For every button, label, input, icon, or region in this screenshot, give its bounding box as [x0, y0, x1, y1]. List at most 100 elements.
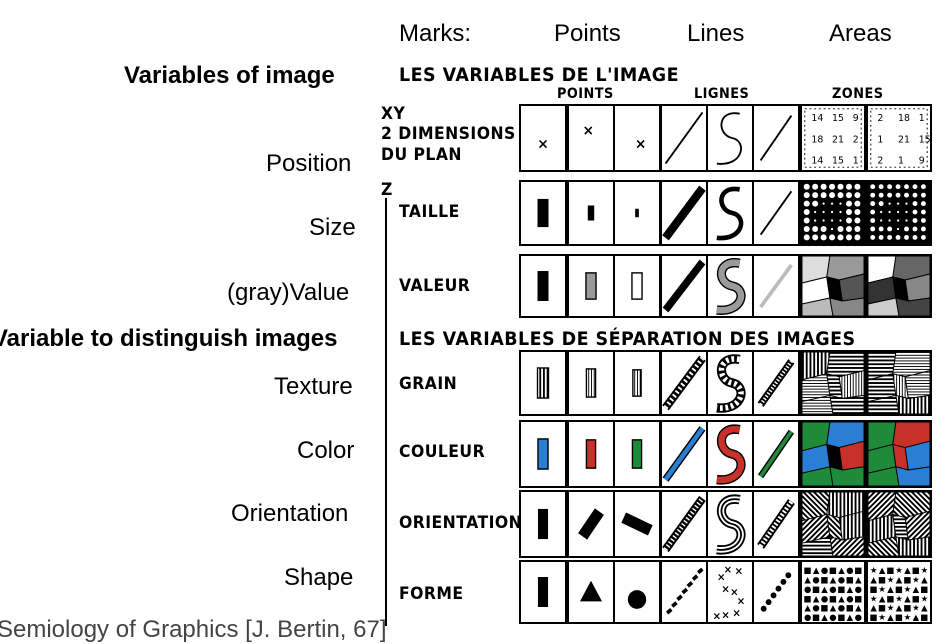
symbol-value-area-1 [802, 256, 864, 316]
symbol-color-line-1 [662, 426, 706, 482]
cell-texture-point-1 [519, 350, 567, 416]
symbol-size-area-2 [868, 182, 930, 244]
svg-text:9: 9 [853, 113, 859, 124]
cell-color-point-1 [519, 420, 567, 488]
svg-text:★: ★ [904, 584, 912, 594]
symbol-size-line-3 [759, 190, 793, 236]
svg-text:●: ● [829, 612, 836, 622]
symbol-orientation-line-2 [716, 494, 746, 555]
symbol-color-line-3 [757, 429, 795, 479]
cell-shape-point-2 [567, 560, 615, 624]
symbol-texture-line-3 [757, 359, 795, 407]
svg-text:■: ■ [829, 593, 837, 603]
svg-text:■: ■ [903, 575, 911, 585]
symbol-shape-point-3 [627, 590, 647, 609]
symbol-texture-line-2 [716, 354, 746, 413]
cell-shape-line-1 [660, 560, 708, 624]
symbol-orientation-point-2 [578, 508, 604, 540]
cell-size-point-3 [613, 180, 661, 246]
symbol-position-line-2 [716, 112, 742, 165]
svg-text:■: ■ [812, 584, 820, 594]
cell-value-line-3 [752, 254, 800, 318]
cell-texture-point-3 [613, 350, 661, 416]
svg-text:●: ● [855, 612, 862, 622]
svg-text:●: ● [846, 565, 853, 575]
svg-text:●: ● [846, 593, 853, 603]
symbol-position-point-1: × [537, 136, 549, 152]
svg-text:●: ● [804, 612, 811, 622]
svg-text:★: ★ [895, 565, 903, 575]
svg-text:▲: ▲ [870, 603, 877, 613]
svg-text:▲: ▲ [887, 584, 894, 594]
svg-text:14: 14 [811, 156, 823, 167]
symbol-orientation-area-2 [868, 492, 930, 556]
marks-label: Marks: [399, 20, 471, 47]
svg-text:2: 2 [877, 113, 883, 124]
cell-size-point-2 [567, 180, 615, 246]
svg-text:★: ★ [870, 593, 878, 603]
cell-shape-line-3 [752, 560, 800, 624]
svg-text:■: ■ [812, 612, 820, 622]
svg-text:▲: ▲ [813, 593, 820, 603]
cell-size-line-1 [660, 180, 708, 246]
orientation-french-label: ORIENTATION [399, 513, 523, 533]
symbol-size-area-1 [802, 182, 864, 244]
svg-text:▲: ▲ [847, 612, 854, 622]
symbol-shape-area-1: ■ ▲ ● ■ ▲ ● ■▲ ● ■ ▲ ● ■ ▲● ■ ▲ ● ■ ▲ ●■ ▲ ● ■ ▲ ● ■▲ ● ■ ▲ ● ■ ▲● ■ ▲ ● ■… [804, 565, 863, 622]
symbol-shape-area-2: ★ ▲ ■ ★ ▲ ■ ★▲ ■ ★ ▲ ■ ★ ▲■ ★ ▲ ■ ★ ▲ ■★ ▲ ■ ★ ▲ ■ ★▲ ■ ★ ▲ ■ ★ ▲■ ★ ▲ ■ ★… [870, 565, 929, 622]
symbol-value-point-3 [631, 272, 643, 300]
svg-text:×: × [721, 585, 729, 596]
cell-texture-area-1 [800, 350, 866, 416]
symbol-orientation-point-3 [621, 512, 653, 536]
svg-text:×: × [537, 136, 549, 152]
svg-text:▲: ▲ [921, 603, 928, 613]
svg-text:■: ■ [895, 612, 903, 622]
svg-text:21: 21 [832, 134, 844, 145]
symbol-value-line-2 [716, 258, 746, 315]
svg-text:×: × [737, 597, 745, 608]
svg-text:●: ● [821, 593, 828, 603]
symbol-size-point-1 [537, 198, 549, 228]
symbol-color-point-2 [585, 439, 597, 469]
svg-text:▲: ▲ [821, 584, 828, 594]
cell-shape-area-2: ★ ▲ ■ ★ ▲ ■ ★ ▲ ■ ★ ▲ ■ ★ ▲ ■ ★ ▲ ■ ★ ▲ ■ ★ ▲ ■ ★ ▲ ■ ★ ▲ ■ ★ ▲ ■ ★ ▲ ■ ★ ▲ ■ ★… [866, 560, 932, 624]
svg-text:■: ■ [870, 612, 878, 622]
value-label: (gray)Value [227, 279, 350, 306]
forme-label: FORME [399, 584, 464, 604]
cell-size-area-1 [800, 180, 866, 246]
svg-text:●: ● [804, 584, 811, 594]
symbol-color-area-2 [868, 422, 930, 486]
svg-text:×: × [582, 123, 594, 139]
svg-text:●: ● [829, 584, 836, 594]
svg-text:★: ★ [887, 575, 895, 585]
cell-texture-line-1 [660, 350, 708, 416]
svg-text:▲: ▲ [855, 575, 862, 585]
valeur-label: VALEUR [399, 276, 471, 296]
svg-text:▲: ▲ [904, 565, 911, 575]
couleur-label: COULEUR [399, 442, 486, 462]
symbol-shape-line-2: ×××× ××××× [713, 565, 746, 622]
symbol-color-point-1 [537, 438, 549, 470]
symbol-value-point-1 [537, 271, 549, 301]
svg-text:▲: ▲ [896, 575, 903, 585]
svg-text:×: × [724, 565, 732, 576]
svg-text:▲: ▲ [821, 612, 828, 622]
symbol-orientation-line-3 [757, 499, 795, 549]
svg-text:●: ● [821, 565, 828, 575]
svg-text:■: ■ [870, 584, 878, 594]
cell-position-area-2: 2 18 1 1 21 15 2 1 9 [866, 104, 932, 172]
points-header: Points [554, 20, 621, 47]
cell-value-area-1 [800, 254, 866, 318]
cell-orientation-line-3 [752, 490, 800, 558]
cell-position-area-1: 14 15 9 18 21 2 14 15 1 [800, 104, 866, 172]
svg-text:★: ★ [912, 603, 920, 613]
svg-text:■: ■ [854, 565, 862, 575]
svg-text:■: ■ [837, 584, 845, 594]
symbol-value-line-1 [662, 259, 706, 313]
svg-text:▲: ▲ [904, 593, 911, 603]
svg-text:1: 1 [919, 113, 925, 124]
cell-value-point-3 [613, 254, 661, 318]
symbol-value-point-2 [585, 272, 597, 300]
cell-position-line-3 [752, 104, 800, 172]
cell-color-area-2 [866, 420, 932, 488]
